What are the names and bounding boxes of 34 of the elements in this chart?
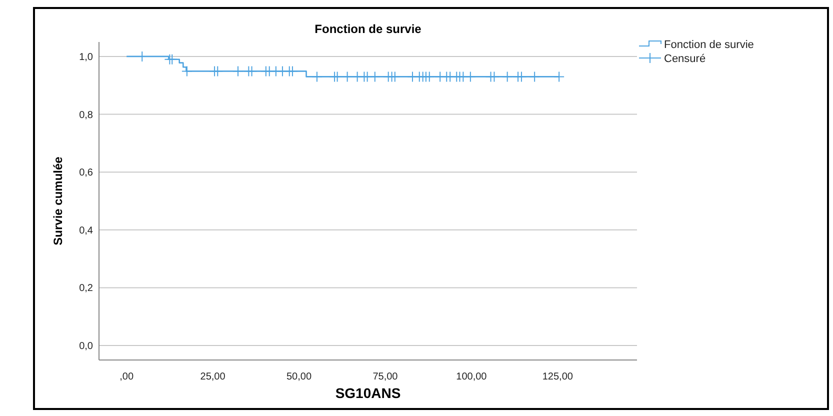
chart-title: Fonction de survie <box>314 22 422 36</box>
point <box>232 66 244 77</box>
point <box>529 71 540 82</box>
legend-label: Fonction de survie <box>664 38 754 51</box>
point <box>516 71 527 82</box>
legend-label: Censuré <box>664 52 706 65</box>
x-tick-label: 125,00 <box>542 372 574 382</box>
y-tick-label: 0,4 <box>79 225 94 236</box>
point <box>166 54 178 65</box>
point <box>369 71 380 82</box>
x-tick-label: 50,00 <box>286 372 312 382</box>
y-tick-label: 1,0 <box>79 52 94 63</box>
x-tick-label: 75,00 <box>372 372 398 382</box>
y-tick-label: 0,6 <box>79 168 94 179</box>
x-tick-label: ,00 <box>120 372 134 382</box>
point <box>342 71 353 82</box>
x-tick-label: 100,00 <box>456 372 488 382</box>
point <box>246 66 258 77</box>
point <box>286 66 298 77</box>
point <box>311 71 322 82</box>
point <box>554 71 565 82</box>
x-tick-label: 25,00 <box>200 372 226 382</box>
y-tick-label: 0,0 <box>79 341 94 352</box>
y-axis-title: Survie cumulée <box>51 156 65 246</box>
point <box>362 71 373 82</box>
point <box>502 71 513 82</box>
point <box>488 71 500 82</box>
y-tick-label: 0,2 <box>79 283 94 294</box>
x-axis-title: SG10ANS <box>335 385 401 401</box>
point <box>212 66 224 77</box>
y-tick-label: 0,8 <box>79 110 94 121</box>
point <box>181 66 192 77</box>
point <box>332 71 343 82</box>
point <box>464 71 476 82</box>
